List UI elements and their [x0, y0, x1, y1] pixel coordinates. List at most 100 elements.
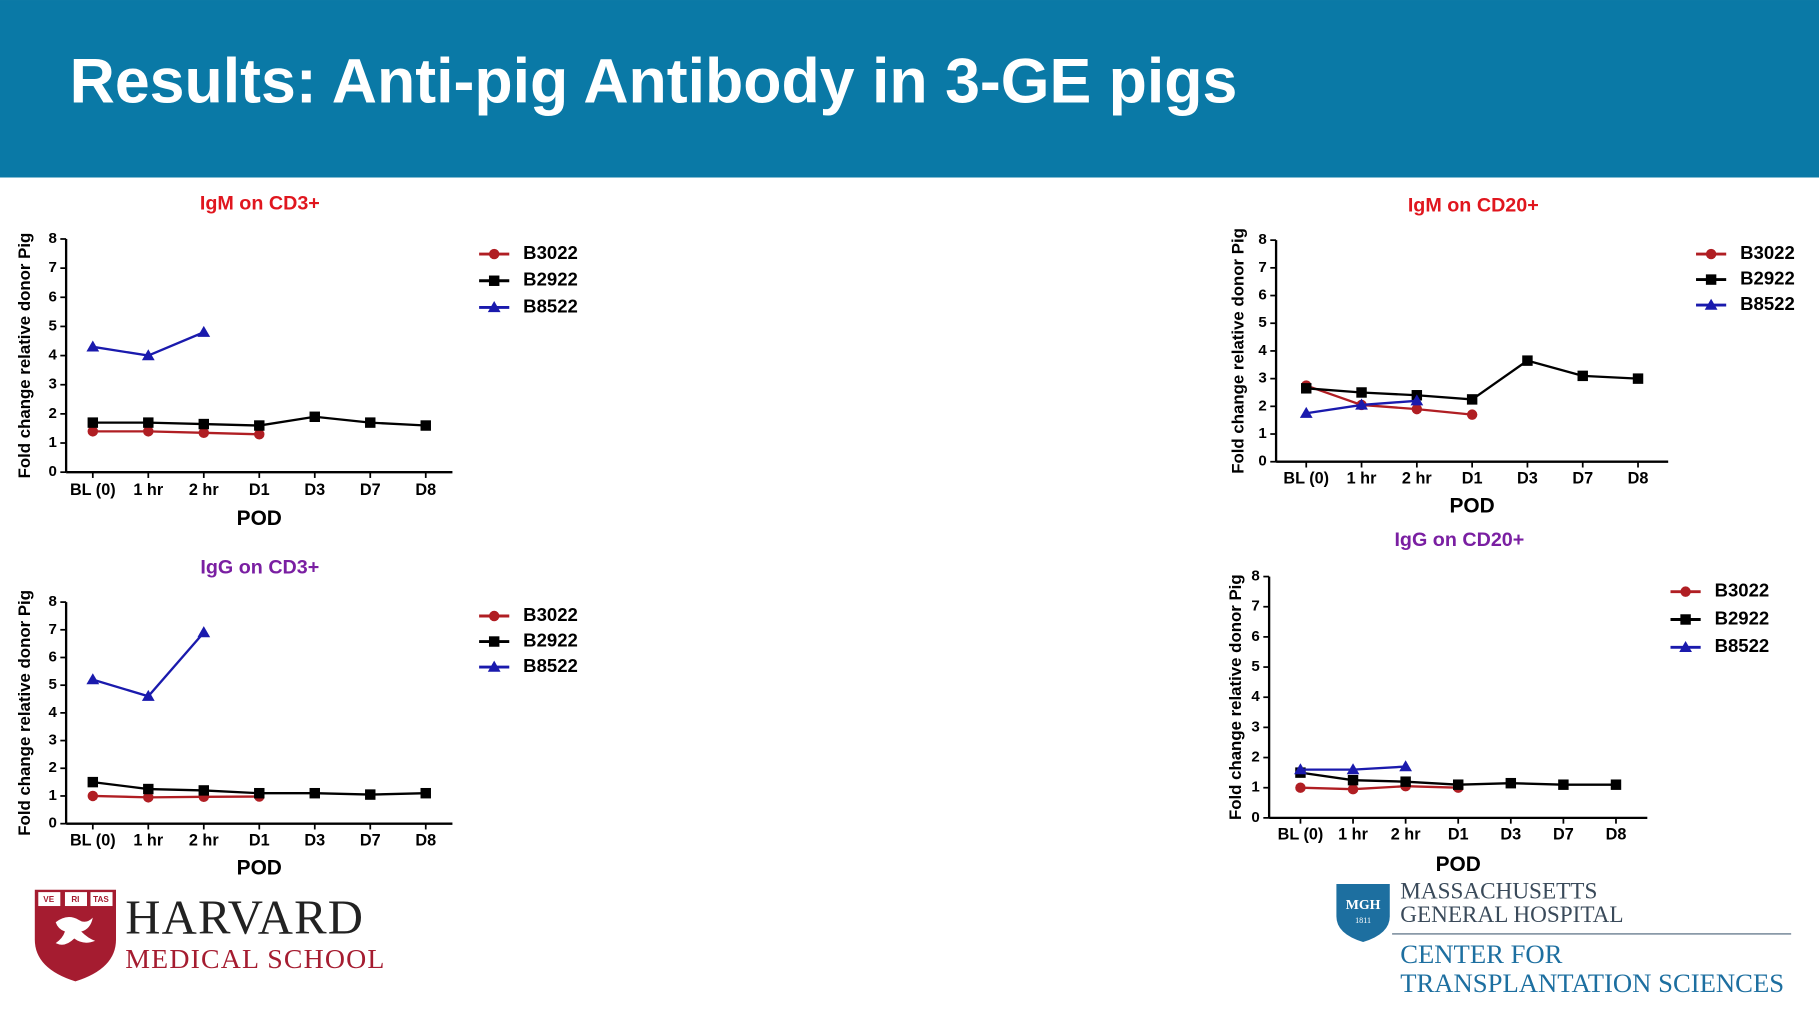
legend-label: B2922	[523, 629, 578, 650]
y-tick-label: 4	[48, 347, 57, 364]
marker	[254, 429, 265, 440]
legend-label: B8522	[523, 655, 578, 676]
x-tick-label: D7	[1553, 826, 1574, 844]
y-tick-label: 0	[48, 463, 56, 480]
chart: IgG on CD3+ 0 1 2 3 4 5 6 7 8 BL (0) 1 hr 2 hr D1 D3 D7…	[15, 557, 578, 880]
marker	[1680, 586, 1691, 597]
y-tick-label: 1	[48, 787, 56, 804]
y-tick-label: 3	[48, 732, 56, 749]
y-tick-label: 6	[48, 288, 56, 305]
marker	[198, 427, 210, 439]
y-tick-label: 2	[48, 759, 56, 776]
marker	[86, 673, 100, 685]
marker	[1705, 248, 1717, 260]
series-line	[1306, 359, 1639, 401]
marker	[1704, 298, 1718, 310]
series-line	[1305, 384, 1473, 416]
x-axis-label: POD	[237, 856, 282, 879]
x-tick-label: BL (0)	[70, 481, 116, 499]
chart-title: IgG on CD3+	[200, 557, 319, 579]
x-tick-label: 2 hr	[1391, 826, 1421, 844]
marker	[1558, 779, 1569, 790]
slide-title: Results: Anti-pig Antibody in 3-GE pigs	[70, 46, 1238, 116]
x-tick-label: 1 hr	[1347, 469, 1377, 487]
marker	[198, 785, 210, 796]
motto: TAS	[93, 895, 109, 904]
marker	[143, 792, 154, 803]
marker	[488, 275, 500, 286]
harvard-logo: VE RI TAS HARVARD MEDICAL SCHOOL	[34, 889, 384, 982]
series-line	[92, 430, 260, 436]
legend-label: B8522	[1715, 635, 1770, 656]
marker	[143, 417, 154, 428]
x-tick-label: 1 hr	[133, 831, 163, 849]
y-axis-label: Fold change relative donor Pig	[15, 590, 34, 836]
x-tick-label: D7	[360, 831, 381, 849]
x-axis-label: POD	[1436, 853, 1481, 876]
marker	[488, 610, 500, 622]
marker	[1679, 640, 1692, 652]
x-tick-label: D3	[1517, 469, 1538, 487]
y-tick-label: 5	[1258, 314, 1266, 331]
x-axis-label: POD	[237, 507, 282, 530]
legend-label: B2922	[523, 269, 578, 290]
y-tick-label: 6	[1258, 287, 1266, 304]
marker	[1399, 760, 1413, 772]
y-tick-label: 7	[1251, 598, 1259, 615]
marker	[1410, 394, 1424, 406]
legend-label: B3022	[523, 604, 578, 625]
y-tick-label: 3	[48, 376, 56, 393]
x-tick-label: 1 hr	[1338, 826, 1368, 844]
mgh-shield	[1336, 883, 1390, 942]
y-tick-label: 5	[48, 317, 56, 334]
y-tick-label: 4	[1251, 688, 1260, 705]
x-tick-label: D1	[249, 481, 270, 499]
marker	[87, 776, 99, 788]
lion	[55, 916, 96, 945]
y-axis-label: Fold change relative donor Pig	[1226, 574, 1245, 820]
x-axis-label: POD	[1450, 494, 1495, 517]
y-tick-label: 1	[48, 434, 56, 451]
marker	[1347, 783, 1359, 795]
marker	[141, 349, 155, 361]
marker	[197, 626, 211, 638]
marker	[1680, 614, 1691, 625]
marker	[1356, 387, 1367, 398]
x-tick-label: 1 hr	[133, 481, 163, 499]
legend-label: B2922	[1740, 267, 1795, 288]
marker	[87, 426, 99, 437]
y-tick-label: 7	[48, 621, 56, 638]
y-tick-label: 8	[48, 593, 56, 610]
marker	[198, 418, 210, 430]
marker	[1301, 383, 1312, 394]
motto: VE	[43, 895, 54, 904]
y-tick-label: 7	[48, 259, 56, 276]
legend-label: B3022	[1715, 580, 1770, 601]
marker	[488, 636, 500, 647]
y-tick-label: 4	[48, 704, 57, 721]
y-tick-label: 0	[48, 815, 56, 832]
y-axis-label: Fold change relative donor Pig	[1228, 228, 1247, 474]
mgh-line: GENERAL HOSPITAL	[1400, 902, 1623, 928]
marker	[1347, 774, 1359, 786]
x-tick-label: D8	[415, 831, 436, 849]
book	[64, 892, 88, 907]
x-tick-label: BL (0)	[1283, 469, 1329, 487]
mgh-year: 1811	[1355, 916, 1371, 925]
y-tick-label: 5	[1251, 658, 1259, 675]
y-tick-label: 7	[1258, 259, 1266, 276]
y-tick-label: 6	[1251, 628, 1259, 645]
cts-line: CENTER FOR	[1400, 939, 1562, 969]
marker	[309, 787, 320, 799]
x-tick-label: D7	[360, 481, 381, 499]
marker	[1705, 274, 1717, 285]
y-tick-label: 2	[1251, 749, 1259, 766]
x-tick-label: BL (0)	[1278, 826, 1324, 844]
x-tick-label: D3	[304, 481, 325, 499]
x-tick-label: D3	[1500, 826, 1521, 844]
chart: IgM on CD20+ 0 1 2 3 4 5 6 7 8 BL (0) 1 hr 2 hr D1 D3 D…	[1228, 195, 1794, 518]
marker	[309, 411, 320, 423]
x-tick-label: D3	[304, 831, 325, 849]
header-band	[0, 0, 1819, 178]
